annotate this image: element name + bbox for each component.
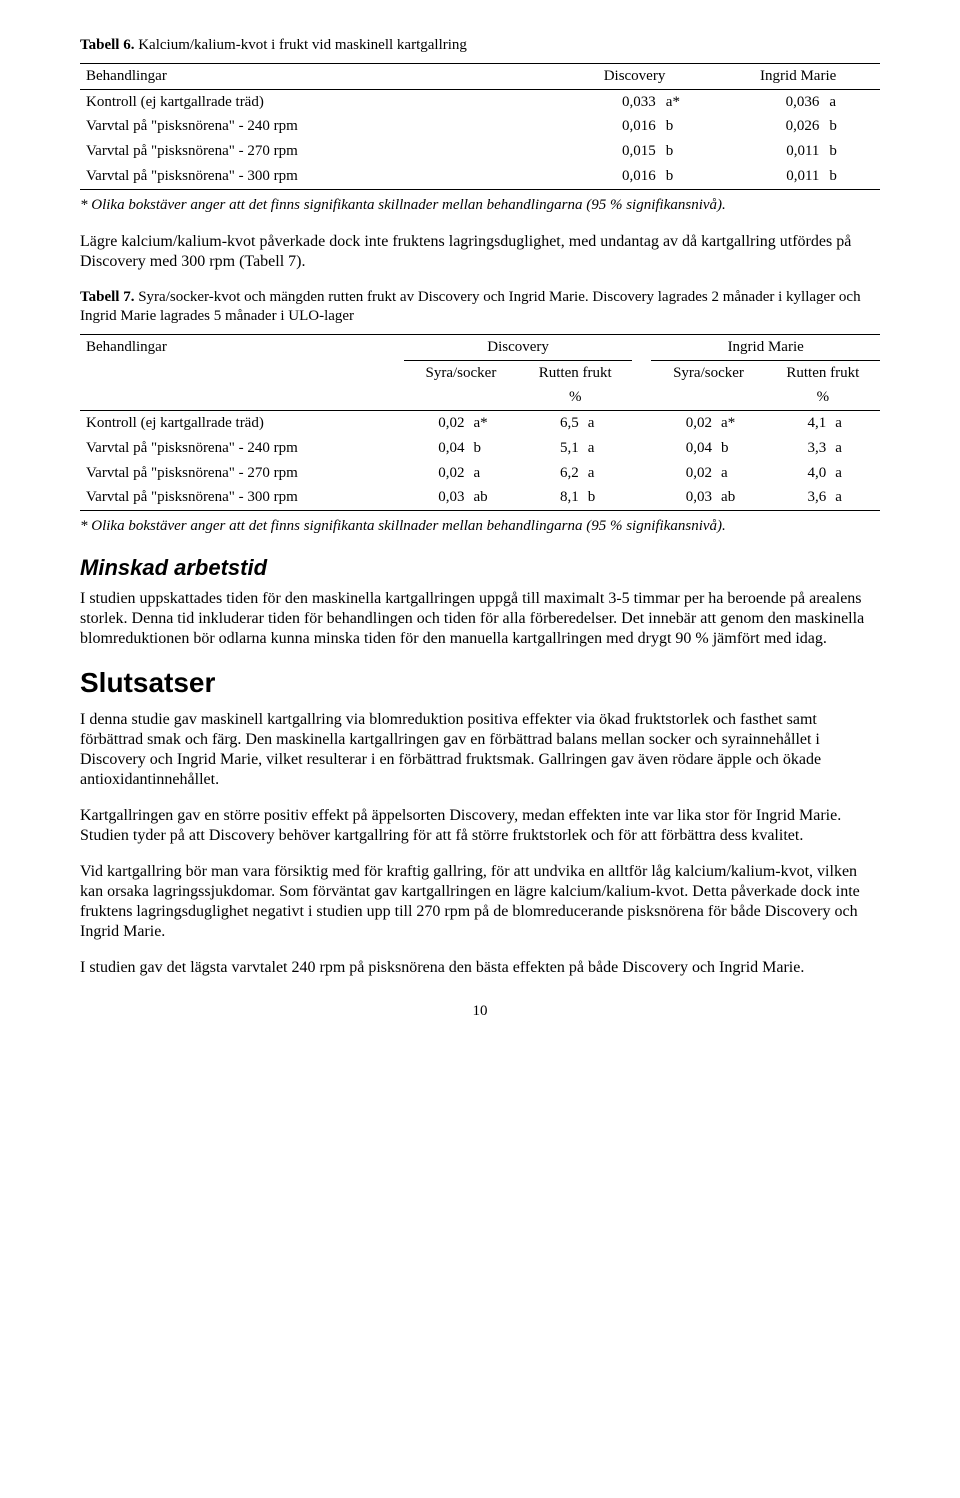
section-minskad-arbetstid-title: Minskad arbetstid — [80, 554, 880, 582]
table-row: Kontroll (ej kartgallrade träd) 0,02 a* … — [80, 411, 880, 436]
cell-value: 4,0 — [766, 461, 833, 486]
cell-letter: a — [585, 411, 633, 436]
table7-header-row1: Behandlingar Discovery Ingrid Marie — [80, 334, 880, 360]
cell-value: 0,02 — [651, 461, 718, 486]
cell-label: Kontroll (ej kartgallrade träd) — [80, 89, 553, 114]
cell-value: 0,036 — [716, 89, 825, 114]
cell-value: 5,1 — [518, 436, 585, 461]
cell-letter: a* — [718, 411, 766, 436]
cell-letter: ab — [718, 485, 766, 510]
table7-caption-bold: Tabell 7. — [80, 289, 134, 305]
table6-caption: Tabell 6. Kalcium/kalium-kvot i frukt vi… — [80, 36, 880, 55]
table6: Behandlingar Discovery Ingrid Marie Kont… — [80, 63, 880, 190]
cell-letter: a — [470, 461, 518, 486]
cell-value: 0,04 — [404, 436, 471, 461]
cell-letter: a — [585, 461, 633, 486]
cell-label: Varvtal på "pisksnörena" - 240 rpm — [80, 114, 553, 139]
table7-header-behandlingar: Behandlingar — [80, 334, 404, 410]
table7-sub-rutten-i: Rutten frukt — [766, 360, 880, 385]
table7: Behandlingar Discovery Ingrid Marie Syra… — [80, 334, 880, 511]
cell-letter: b — [718, 436, 766, 461]
table6-footnote: * Olika bokstäver anger att det finns si… — [80, 196, 880, 215]
cell-label: Varvtal på "pisksnörena" - 300 rpm — [80, 485, 404, 510]
table7-header-ingrid: Ingrid Marie — [651, 334, 880, 360]
table7-caption: Tabell 7. Syra/socker-kvot och mängden r… — [80, 288, 880, 326]
table7-sub-rutten-d: Rutten frukt — [518, 360, 632, 385]
cell-letter: a* — [470, 411, 518, 436]
table-row: Varvtal på "pisksnörena" - 240 rpm 0,016… — [80, 114, 880, 139]
cell-value: 0,02 — [404, 461, 471, 486]
table7-caption-rest: Syra/socker-kvot och mängden rutten fruk… — [80, 289, 861, 324]
cell-value: 0,033 — [553, 89, 662, 114]
slutsatser-para-2: Kartgallringen gav en större positiv eff… — [80, 806, 880, 846]
table7-header-discovery: Discovery — [404, 334, 633, 360]
cell-letter: b — [470, 436, 518, 461]
page-number: 10 — [80, 1002, 880, 1021]
cell-value: 0,03 — [404, 485, 471, 510]
cell-letter: a — [832, 461, 880, 486]
table6-header-ingrid: Ingrid Marie — [716, 63, 880, 89]
cell-letter: b — [662, 114, 717, 139]
cell-letter: ab — [470, 485, 518, 510]
cell-label: Varvtal på "pisksnörena" - 300 rpm — [80, 164, 553, 189]
cell-value: 8,1 — [518, 485, 585, 510]
table7-sub-pct-i: % — [766, 385, 880, 410]
cell-value: 3,6 — [766, 485, 833, 510]
table6-caption-rest: Kalcium/kalium-kvot i frukt vid maskinel… — [134, 37, 466, 53]
cell-letter: b — [825, 164, 880, 189]
table6-header-discovery: Discovery — [553, 63, 717, 89]
table-row: Varvtal på "pisksnörena" - 270 rpm 0,015… — [80, 139, 880, 164]
table7-sub-syra-d: Syra/socker — [404, 360, 518, 385]
cell-value: 0,04 — [651, 436, 718, 461]
cell-label: Kontroll (ej kartgallrade träd) — [80, 411, 404, 436]
cell-value: 0,02 — [651, 411, 718, 436]
cell-value: 0,015 — [553, 139, 662, 164]
page: Tabell 6. Kalcium/kalium-kvot i frukt vi… — [0, 0, 960, 1061]
cell-letter: b — [662, 139, 717, 164]
cell-letter: a — [832, 485, 880, 510]
table6-header-behandlingar: Behandlingar — [80, 63, 553, 89]
slutsatser-para-4: I studien gav det lägsta varvtalet 240 r… — [80, 958, 880, 978]
table7-footnote: * Olika bokstäver anger att det finns si… — [80, 517, 880, 536]
cell-letter: a — [832, 411, 880, 436]
table-row: Kontroll (ej kartgallrade träd) 0,033 a*… — [80, 89, 880, 114]
cell-value: 0,016 — [553, 164, 662, 189]
cell-letter: a — [832, 436, 880, 461]
slutsatser-para-1: I denna studie gav maskinell kartgallrin… — [80, 710, 880, 790]
cell-letter: a — [825, 89, 880, 114]
section-slutsatser-title: Slutsatser — [80, 665, 880, 700]
cell-value: 0,03 — [651, 485, 718, 510]
cell-label: Varvtal på "pisksnörena" - 270 rpm — [80, 461, 404, 486]
cell-letter: b — [825, 139, 880, 164]
cell-value: 6,2 — [518, 461, 585, 486]
cell-letter: a* — [662, 89, 717, 114]
cell-value: 0,026 — [716, 114, 825, 139]
table6-header-row: Behandlingar Discovery Ingrid Marie — [80, 63, 880, 89]
paragraph-between-tables: Lägre kalcium/kalium-kvot påverkade dock… — [80, 232, 880, 272]
cell-value: 0,016 — [553, 114, 662, 139]
cell-value: 0,02 — [404, 411, 471, 436]
table7-sub-syra-i: Syra/socker — [651, 360, 765, 385]
cell-value: 4,1 — [766, 411, 833, 436]
table-row: Varvtal på "pisksnörena" - 300 rpm 0,03 … — [80, 485, 880, 510]
cell-letter: a — [585, 436, 633, 461]
cell-value: 0,011 — [716, 164, 825, 189]
slutsatser-para-3: Vid kartgallring bör man vara försiktig … — [80, 862, 880, 942]
table6-caption-bold: Tabell 6. — [80, 37, 134, 53]
cell-value: 0,011 — [716, 139, 825, 164]
cell-letter: b — [585, 485, 633, 510]
table7-sub-pct-d: % — [518, 385, 632, 410]
table-row: Varvtal på "pisksnörena" - 270 rpm 0,02 … — [80, 461, 880, 486]
cell-value: 6,5 — [518, 411, 585, 436]
cell-letter: b — [662, 164, 717, 189]
cell-label: Varvtal på "pisksnörena" - 270 rpm — [80, 139, 553, 164]
cell-value: 3,3 — [766, 436, 833, 461]
cell-label: Varvtal på "pisksnörena" - 240 rpm — [80, 436, 404, 461]
cell-letter: a — [718, 461, 766, 486]
section-minskad-arbetstid-para: I studien uppskattades tiden för den mas… — [80, 589, 880, 649]
table-row: Varvtal på "pisksnörena" - 300 rpm 0,016… — [80, 164, 880, 189]
cell-letter: b — [825, 114, 880, 139]
table-row: Varvtal på "pisksnörena" - 240 rpm 0,04 … — [80, 436, 880, 461]
